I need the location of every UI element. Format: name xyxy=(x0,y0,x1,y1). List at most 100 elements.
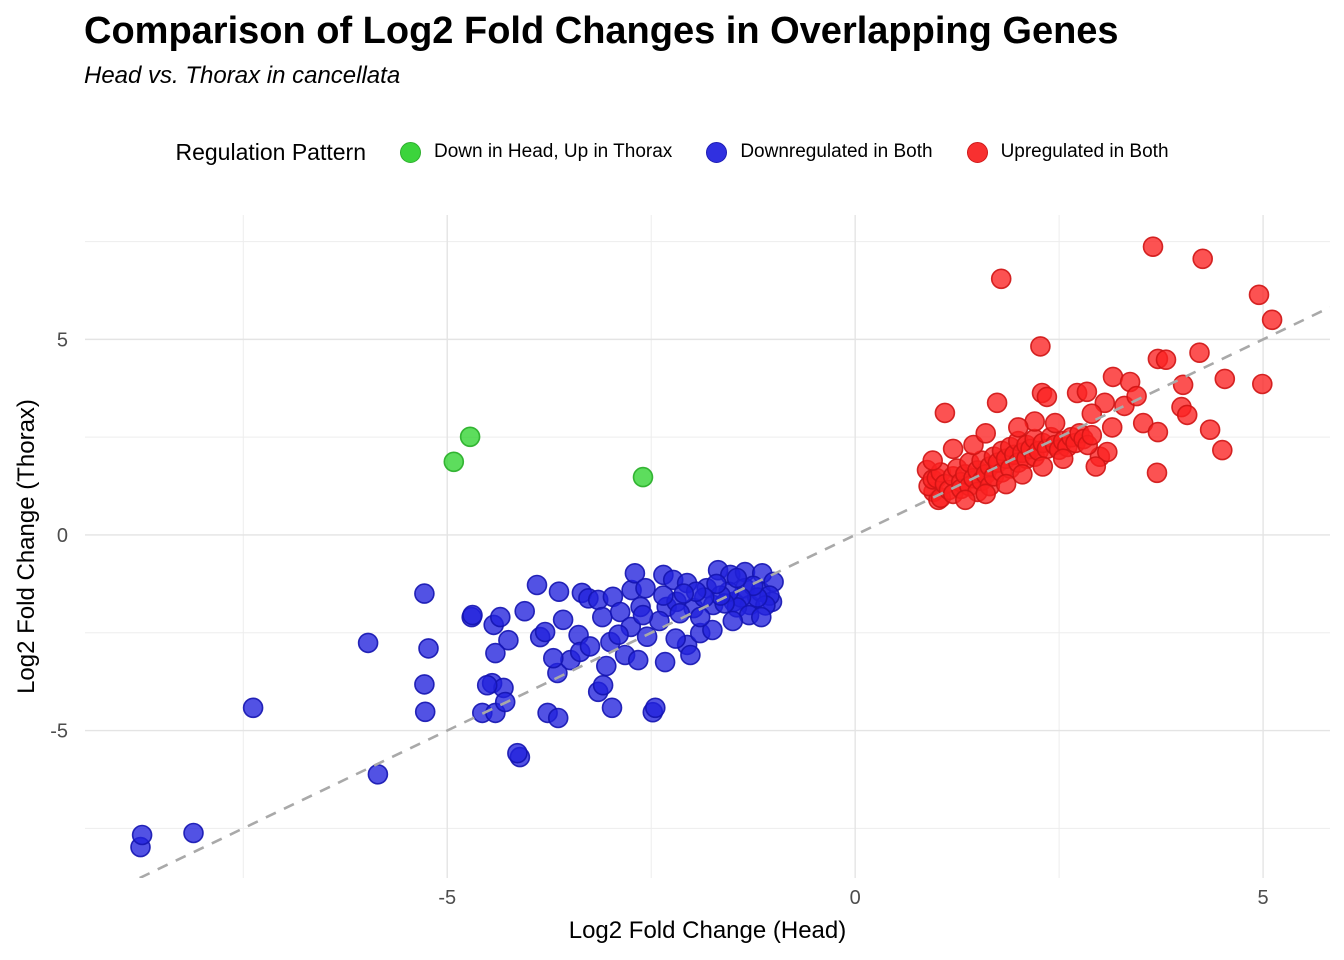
data-point xyxy=(242,697,264,719)
data-point xyxy=(1085,456,1107,477)
data-point xyxy=(418,638,439,659)
data-point xyxy=(644,697,666,719)
y-axis-tick-label: -5 xyxy=(50,721,68,743)
data-point xyxy=(632,604,654,626)
green-dot-icon xyxy=(399,141,421,163)
data-point xyxy=(689,606,711,628)
legend-label: Down in Head, Up in Thorax xyxy=(433,141,673,162)
data-point xyxy=(507,742,528,764)
data-point xyxy=(548,581,570,603)
legend-item-down-head-up-thorax: Down in Head, Up in Thorax xyxy=(399,141,673,163)
data-point xyxy=(552,609,574,631)
data-point xyxy=(1076,381,1098,403)
legend-item-upregulated-both: Upregulated in Both xyxy=(966,141,1169,163)
data-point xyxy=(601,697,623,719)
data-point xyxy=(1147,421,1169,443)
identity-line xyxy=(139,306,1330,878)
legend-title: Regulation Pattern xyxy=(175,138,366,165)
series-downregulated-in-both xyxy=(130,559,784,858)
data-point xyxy=(1007,417,1029,438)
data-point xyxy=(1248,284,1270,306)
data-point xyxy=(498,629,519,651)
data-point xyxy=(462,604,483,626)
data-point xyxy=(975,422,997,444)
data-point xyxy=(1212,439,1233,461)
data-point xyxy=(954,489,976,511)
data-point xyxy=(1012,463,1033,485)
data-point xyxy=(542,647,564,669)
chart-title: Comparison of Log2 Fold Changes in Overl… xyxy=(84,10,1119,52)
data-point xyxy=(986,392,1008,414)
data-point xyxy=(922,450,944,471)
data-point xyxy=(1192,248,1213,270)
data-point xyxy=(702,619,723,641)
data-point xyxy=(1214,368,1236,390)
data-point xyxy=(414,674,435,695)
data-point xyxy=(680,644,701,666)
data-point xyxy=(1044,412,1066,434)
data-point xyxy=(934,402,956,424)
data-point xyxy=(459,426,481,448)
data-point xyxy=(1172,374,1194,396)
y-axis-title: Log2 Fold Change (Thorax) xyxy=(13,399,40,694)
data-point xyxy=(1052,448,1074,470)
points-layer xyxy=(130,236,1283,858)
legend: Regulation Pattern Down in Head, Up in T… xyxy=(0,131,1344,173)
data-point xyxy=(1032,456,1054,477)
data-point xyxy=(414,583,435,604)
series-upregulated-in-both xyxy=(916,236,1283,511)
data-point xyxy=(485,642,506,664)
data-point xyxy=(750,606,772,628)
data-point xyxy=(1189,342,1210,364)
data-point xyxy=(592,674,614,696)
data-point xyxy=(476,674,498,696)
x-axis-tick-label: 0 xyxy=(850,887,861,909)
data-point xyxy=(624,562,646,584)
data-point xyxy=(547,707,569,729)
chart-subtitle: Head vs. Thorax in cancellata xyxy=(84,62,401,89)
data-point xyxy=(489,606,511,628)
data-point xyxy=(443,451,465,473)
data-point xyxy=(1261,309,1283,331)
data-point xyxy=(706,573,727,595)
data-point xyxy=(975,483,997,505)
data-point xyxy=(1146,462,1168,484)
data-point xyxy=(673,583,695,604)
legend-item-downregulated-both: Downregulated in Both xyxy=(706,141,933,163)
x-axis-tick-label: -5 xyxy=(438,887,456,909)
data-point xyxy=(526,574,548,596)
data-point xyxy=(632,466,654,488)
data-point xyxy=(990,268,1012,290)
data-point xyxy=(1097,441,1118,463)
data-point xyxy=(726,567,748,589)
data-point xyxy=(1036,386,1058,408)
data-point xyxy=(591,606,613,628)
data-point xyxy=(609,601,631,623)
data-point xyxy=(1101,417,1123,438)
data-point xyxy=(995,473,1017,495)
data-point xyxy=(1126,385,1147,407)
data-point xyxy=(669,602,691,624)
data-point xyxy=(1199,419,1221,441)
data-point xyxy=(722,610,744,632)
data-point xyxy=(1142,236,1164,257)
red-dot-icon xyxy=(966,141,988,163)
blue-dot-icon xyxy=(706,141,728,163)
legend-label: Downregulated in Both xyxy=(740,141,933,162)
data-point xyxy=(514,600,536,622)
data-point xyxy=(183,822,204,844)
data-point xyxy=(131,824,153,846)
legend-label: Upregulated in Both xyxy=(1000,141,1169,162)
data-point xyxy=(367,763,389,785)
x-axis-title: Log2 Fold Change (Head) xyxy=(569,917,847,944)
data-point xyxy=(1132,412,1154,434)
data-point xyxy=(1030,336,1051,357)
data-point xyxy=(665,628,687,649)
data-point xyxy=(635,577,656,599)
data-point xyxy=(1102,366,1124,388)
data-point xyxy=(608,624,629,646)
data-point xyxy=(1081,424,1103,446)
data-point xyxy=(595,655,617,677)
